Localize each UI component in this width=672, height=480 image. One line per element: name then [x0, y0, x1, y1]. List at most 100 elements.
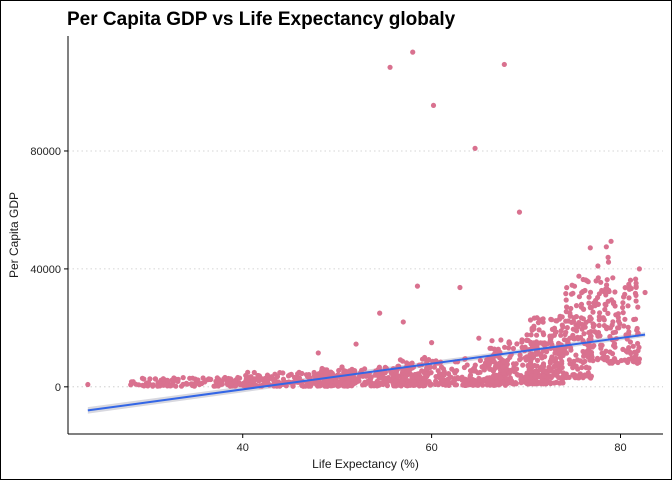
data-point: [141, 383, 147, 389]
data-point: [576, 320, 582, 326]
data-point: [465, 382, 471, 388]
data-point: [556, 361, 562, 367]
data-point: [438, 364, 445, 370]
data-point: [636, 344, 642, 350]
data-point: [633, 280, 639, 286]
data-point: [403, 373, 409, 379]
data-point: [576, 294, 583, 300]
data-point: [528, 332, 534, 338]
data-point: [384, 383, 390, 389]
data-point: [633, 298, 639, 304]
data-point: [583, 349, 589, 355]
data-point: [573, 303, 580, 309]
data-point: [528, 361, 534, 367]
data-point: [615, 314, 621, 321]
data-point: [630, 343, 636, 349]
data-point: [382, 364, 388, 370]
data-point: [588, 336, 594, 343]
data-point: [597, 333, 603, 339]
data-point: [493, 364, 499, 370]
data-point: [620, 300, 626, 306]
ticks: 40 60 80 0 40000 80000: [30, 146, 626, 454]
data-point: [560, 374, 566, 380]
data-point: [227, 376, 234, 382]
data-point: [547, 333, 553, 339]
data-point: [481, 363, 487, 369]
data-point: [369, 381, 375, 387]
data-point: [547, 360, 554, 366]
data-point: [264, 372, 271, 378]
data-point: [380, 381, 386, 387]
data-point: [342, 368, 349, 374]
data-point: [296, 369, 302, 375]
data-point: [433, 374, 439, 380]
data-point: [598, 279, 604, 285]
data-point: [491, 346, 497, 352]
data-point: [414, 283, 421, 289]
data-point: [180, 375, 186, 381]
data-point: [393, 370, 399, 376]
data-point: [499, 379, 506, 386]
data-point: [221, 376, 227, 382]
data-point: [583, 364, 590, 370]
data-point: [454, 368, 460, 374]
data-point: [323, 369, 329, 375]
data-point: [523, 374, 529, 380]
data-point: [359, 367, 365, 373]
data-point: [592, 329, 598, 335]
data-point: [562, 331, 568, 338]
data-point: [464, 362, 470, 368]
data-point: [635, 304, 641, 310]
data-point: [195, 377, 201, 383]
data-point: [152, 376, 158, 382]
data-point: [248, 383, 254, 389]
data-point: [533, 369, 539, 375]
data-point: [634, 327, 640, 333]
data-point: [579, 364, 585, 371]
data-point: [315, 350, 321, 356]
data-point: [430, 102, 437, 109]
data-point: [568, 305, 574, 312]
data-point: [585, 279, 591, 285]
data-point: [602, 306, 608, 313]
data-point: [524, 332, 530, 338]
gridlines: [68, 150, 663, 388]
data-point: [607, 325, 614, 331]
data-point: [587, 245, 593, 251]
data-point: [241, 381, 247, 387]
data-point: [288, 371, 294, 377]
data-point: [586, 294, 592, 300]
data-point: [595, 263, 601, 269]
data-point: [187, 375, 193, 381]
data-point: [404, 360, 410, 366]
data-point: [558, 328, 564, 334]
data-point: [178, 383, 185, 389]
data-point: [410, 49, 416, 55]
data-point: [573, 364, 579, 370]
data-point: [582, 358, 588, 364]
data-point: [367, 373, 373, 380]
data-point: [556, 316, 563, 322]
data-point: [604, 282, 610, 288]
data-point: [548, 374, 555, 381]
data-point: [594, 355, 601, 361]
data-point: [548, 317, 555, 323]
data-point: [519, 337, 525, 343]
data-point: [564, 325, 570, 331]
data-point: [605, 310, 611, 316]
data-point: [477, 357, 483, 364]
data-point: [536, 327, 542, 333]
data-point: [462, 376, 468, 382]
data-point: [170, 377, 176, 383]
data-point: [160, 376, 166, 382]
data-point: [352, 368, 358, 374]
data-point: [500, 364, 506, 370]
data-point: [200, 375, 206, 381]
data-point: [599, 355, 605, 361]
data-point: [306, 372, 312, 378]
data-point: [554, 373, 560, 379]
data-point: [626, 356, 632, 362]
data-point: [514, 371, 520, 378]
data-point: [327, 382, 334, 389]
data-point: [624, 349, 630, 355]
